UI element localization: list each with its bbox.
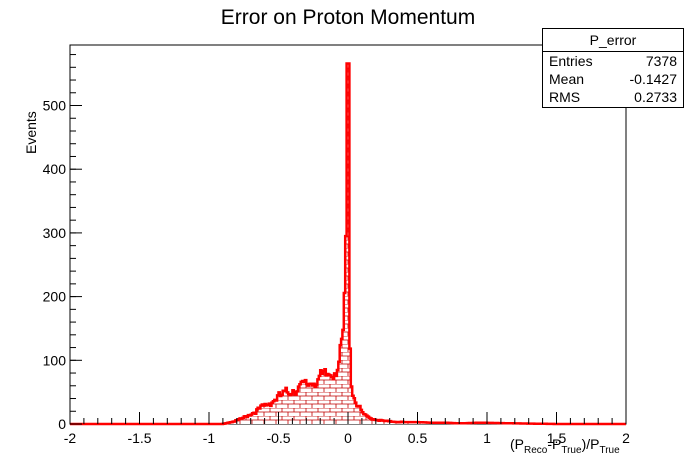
y-axis-label: Events: [23, 111, 39, 154]
x-tick-label: 1.5: [547, 430, 567, 446]
histogram-fill: [70, 63, 626, 424]
histogram-fill-area: [70, 63, 626, 424]
x-tick-label: -2: [64, 430, 77, 446]
x-tick-label: -1: [203, 430, 216, 446]
x-axis-label: (PReco-PTrue)/PTrue: [510, 436, 620, 456]
x-tick-label: 0.5: [408, 430, 428, 446]
x-tick-label: -0.5: [266, 430, 290, 446]
y-tick-label: 200: [43, 289, 67, 305]
y-tick-label: 400: [43, 161, 67, 177]
stats-row-entries: Entries 7378: [549, 53, 677, 69]
histogram-outline: [70, 62, 626, 426]
y-tick-label: 500: [43, 98, 67, 114]
y-tick-label: 100: [43, 352, 67, 368]
x-tick-label: 1: [483, 430, 491, 446]
stats-row-mean: Mean -0.1427: [549, 71, 677, 87]
x-axis: -2 -1.5 -1 -0.5 0 0.5 1 1.5 2: [64, 412, 630, 446]
histogram-line: [70, 62, 626, 426]
y-axis: 0 100 200 300 400 500: [43, 54, 82, 432]
x-tick-label: -1.5: [127, 430, 151, 446]
y-tick-label: 0: [58, 416, 66, 432]
stats-title: P_error: [543, 29, 683, 52]
chart-title: Error on Proton Momentum: [220, 6, 476, 29]
x-tick-label: 0: [344, 430, 352, 446]
x-tick-label: 2: [622, 430, 630, 446]
y-tick-label: 300: [43, 225, 67, 241]
stats-box: P_error Entries 7378 Mean -0.1427 RMS 0.273…: [542, 28, 684, 108]
stats-row-rms: RMS 0.2733: [549, 89, 677, 105]
